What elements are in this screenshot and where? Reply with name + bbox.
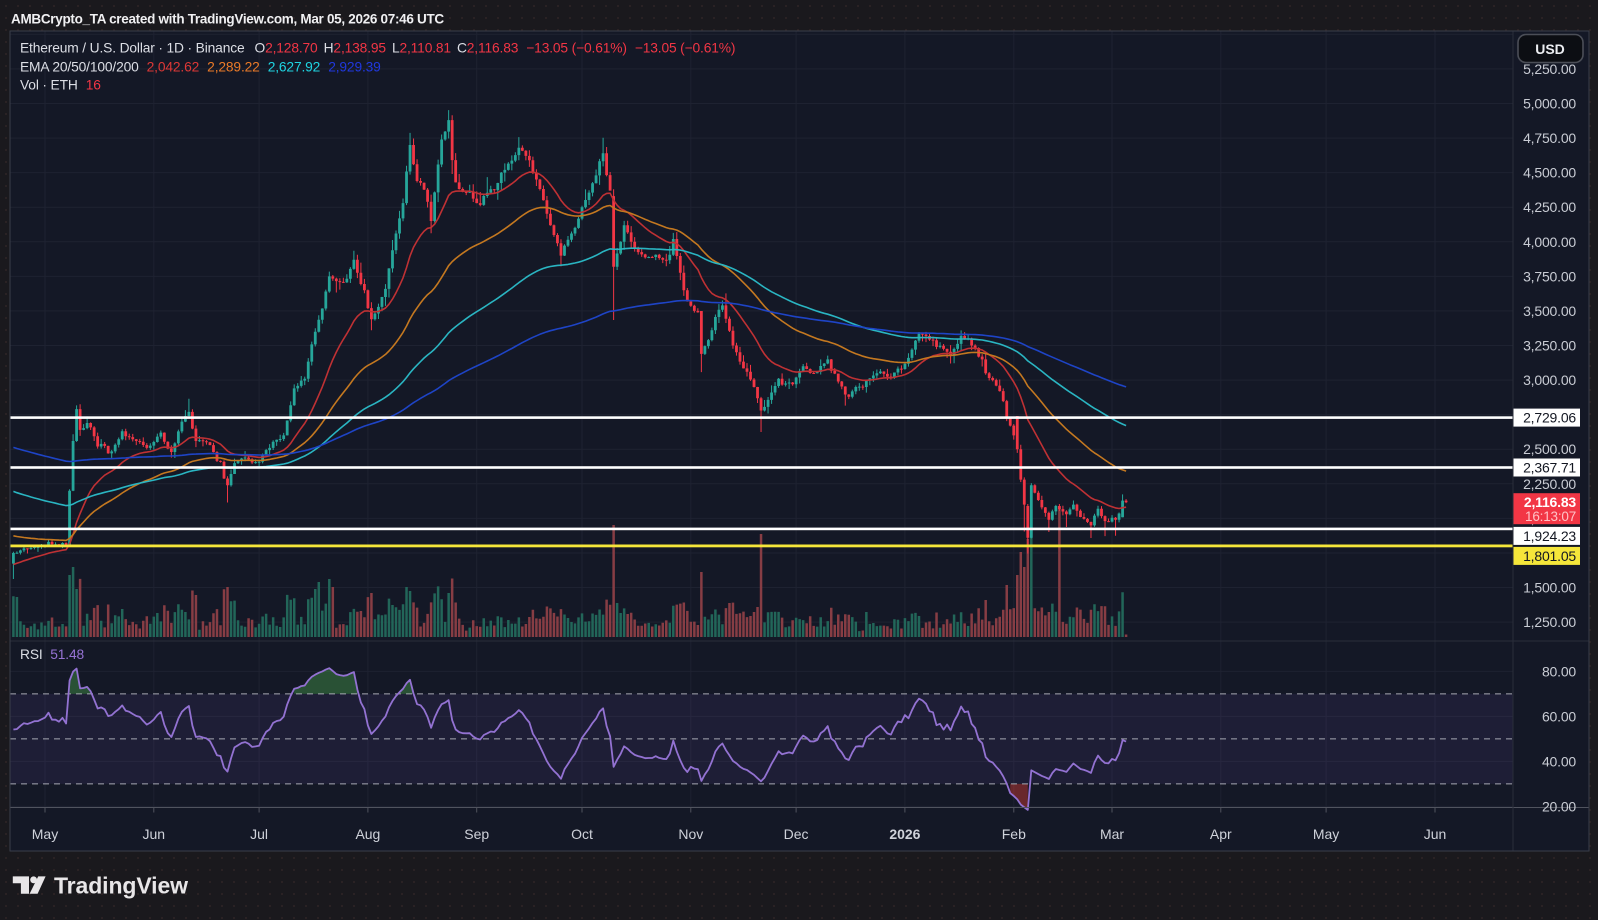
- svg-text:60.00: 60.00: [1542, 708, 1576, 724]
- svg-text:5,000.00: 5,000.00: [1523, 96, 1576, 112]
- svg-text:2,367.71: 2,367.71: [1523, 460, 1576, 476]
- svg-text:Aug: Aug: [355, 826, 380, 842]
- svg-text:TradingView: TradingView: [54, 873, 188, 899]
- svg-text:1,924.23: 1,924.23: [1523, 528, 1576, 544]
- svg-text:Feb: Feb: [1002, 826, 1026, 842]
- svg-text:AMBCrypto_TA created with Trad: AMBCrypto_TA created with TradingView.co…: [11, 12, 444, 27]
- svg-text:Jul: Jul: [250, 826, 268, 842]
- svg-text:1,250.00: 1,250.00: [1523, 614, 1576, 630]
- svg-text:1,500.00: 1,500.00: [1523, 580, 1576, 596]
- svg-text:80.00: 80.00: [1542, 663, 1576, 679]
- svg-text:1,801.05: 1,801.05: [1523, 548, 1576, 564]
- svg-text:Sep: Sep: [464, 826, 489, 842]
- svg-text:Jun: Jun: [1424, 826, 1447, 842]
- svg-text:May: May: [32, 826, 58, 842]
- svg-text:4,250.00: 4,250.00: [1523, 199, 1576, 215]
- svg-text:Jun: Jun: [143, 826, 166, 842]
- svg-text:3,000.00: 3,000.00: [1523, 372, 1576, 388]
- svg-text:4,000.00: 4,000.00: [1523, 234, 1576, 250]
- svg-text:2,729.06: 2,729.06: [1523, 410, 1576, 426]
- svg-text:Oct: Oct: [571, 826, 593, 842]
- svg-text:40.00: 40.00: [1542, 753, 1576, 769]
- svg-text:20.00: 20.00: [1542, 798, 1576, 814]
- svg-text:16:13:07: 16:13:07: [1525, 509, 1576, 524]
- svg-text:4,500.00: 4,500.00: [1523, 165, 1576, 181]
- svg-text:3,500.00: 3,500.00: [1523, 303, 1576, 319]
- svg-text:May: May: [1313, 826, 1339, 842]
- svg-text:3,250.00: 3,250.00: [1523, 338, 1576, 354]
- svg-text:Mar: Mar: [1100, 826, 1124, 842]
- svg-text:RSI 51.48: RSI 51.48: [20, 647, 84, 662]
- svg-text:USD: USD: [1535, 41, 1565, 57]
- svg-text:2,500.00: 2,500.00: [1523, 441, 1576, 457]
- svg-text:Dec: Dec: [784, 826, 809, 842]
- svg-text:2026: 2026: [889, 826, 920, 842]
- svg-text:Apr: Apr: [1210, 826, 1232, 842]
- svg-text:Ethereum / U.S. Dollar · 1D ·: Ethereum / U.S. Dollar · 1D · Binance O2,…: [20, 41, 735, 56]
- svg-text:3,750.00: 3,750.00: [1523, 268, 1576, 284]
- svg-text:2,250.00: 2,250.00: [1523, 476, 1576, 492]
- svg-text:4,750.00: 4,750.00: [1523, 130, 1576, 146]
- svg-text:5,250.00: 5,250.00: [1523, 61, 1576, 77]
- svg-text:2,116.83: 2,116.83: [1524, 494, 1577, 510]
- svg-text:Nov: Nov: [678, 826, 703, 842]
